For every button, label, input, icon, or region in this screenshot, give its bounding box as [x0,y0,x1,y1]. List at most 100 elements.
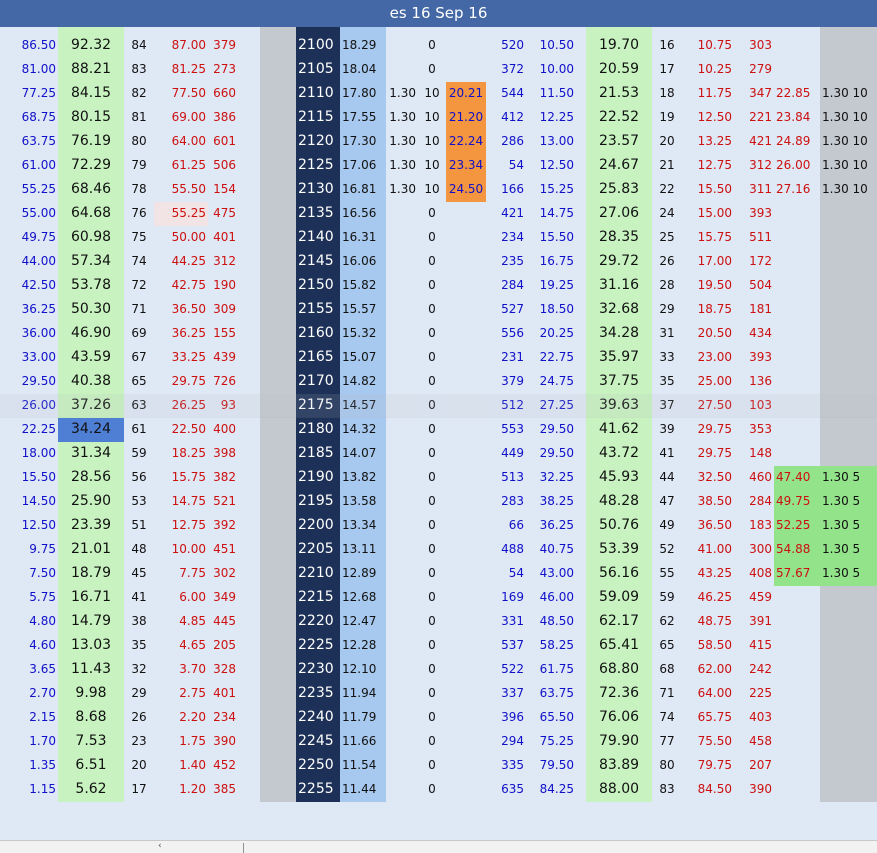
call-bid-cell[interactable]: 58.25 [526,634,576,658]
alert-cell[interactable] [446,730,486,754]
table-row[interactable]: 14.50 25.90 53 14.75 521 2195 13.58 0 283 38.25 48… [0,490,877,514]
call-ask-size-cell[interactable]: 421 [734,130,774,154]
call-theo-cell[interactable]: 59.09 [586,586,652,610]
call-theo-cell[interactable]: 34.28 [586,322,652,346]
put-size-cell[interactable]: 349 [208,586,238,610]
call-theo-cell[interactable]: 19.70 [586,34,652,58]
side-info-cell[interactable]: 1.30 10 [820,82,877,106]
call-theo-cell[interactable]: 72.36 [586,682,652,706]
call-size-cell[interactable]: 379 [486,370,526,394]
table-row[interactable]: 63.75 76.19 80 64.00 601 2120 17.30 1.30 10 22.24… [0,130,877,154]
call-ask-size-cell[interactable]: 311 [734,178,774,202]
put-theo-cell[interactable]: 11.43 [58,658,124,682]
put-theo-cell[interactable]: 31.34 [58,442,124,466]
alert-cell[interactable]: 24.50 [446,178,486,202]
put-theo-cell[interactable]: 6.51 [58,754,124,778]
call-delta-cell[interactable]: 65 [652,634,682,658]
alert-cell[interactable] [446,370,486,394]
put-delta-cell[interactable]: 20 [124,754,154,778]
call-bid-cell[interactable]: 29.50 [526,442,576,466]
put-size-cell[interactable]: 379 [208,34,238,58]
alert-cell[interactable] [446,778,486,802]
call-size-cell[interactable]: 54 [486,562,526,586]
strike-cell[interactable]: 2190 [296,466,340,490]
put-delta-cell[interactable]: 41 [124,586,154,610]
put-delta-cell[interactable]: 29 [124,682,154,706]
put-bid-cell[interactable]: 55.25 [0,178,58,202]
put-ask-cell[interactable]: 14.75 [154,490,208,514]
put-size-cell[interactable]: 451 [208,538,238,562]
call-theo-cell[interactable]: 22.52 [586,106,652,130]
side-price-cell[interactable] [774,418,820,442]
call-delta-cell[interactable]: 74 [652,706,682,730]
put-size-cell[interactable]: 382 [208,466,238,490]
side-price-cell[interactable] [774,346,820,370]
put-ask-cell[interactable]: 18.25 [154,442,208,466]
strike-cell[interactable]: 2155 [296,298,340,322]
vol-cell[interactable] [386,610,418,634]
call-ask-cell[interactable]: 29.75 [682,442,734,466]
vol-cell[interactable] [386,370,418,394]
put-delta-cell[interactable]: 74 [124,250,154,274]
table-row[interactable]: 4.60 13.03 35 4.65 205 2225 12.28 0 537 58.25 65.4… [0,634,877,658]
vol-cell[interactable]: 1.30 [386,154,418,178]
vol-cell[interactable] [386,250,418,274]
put-size-cell[interactable]: 400 [208,418,238,442]
call-ask-size-cell[interactable]: 403 [734,706,774,730]
call-bid-cell[interactable]: 12.25 [526,106,576,130]
side-price-cell[interactable] [774,730,820,754]
vol-cell[interactable] [386,658,418,682]
qty-cell[interactable]: 0 [418,466,446,490]
side-price-cell[interactable] [774,202,820,226]
call-theo-cell[interactable]: 65.41 [586,634,652,658]
iv-cell[interactable]: 13.82 [340,466,386,490]
put-delta-cell[interactable]: 17 [124,778,154,802]
put-bid-cell[interactable]: 77.25 [0,82,58,106]
call-bid-cell[interactable]: 29.50 [526,418,576,442]
call-delta-cell[interactable]: 33 [652,346,682,370]
alert-cell[interactable] [446,610,486,634]
put-size-cell[interactable]: 302 [208,562,238,586]
side-price-cell[interactable] [774,634,820,658]
side-info-cell[interactable] [820,610,877,634]
alert-cell[interactable] [446,250,486,274]
put-bid-cell[interactable]: 86.50 [0,34,58,58]
call-ask-size-cell[interactable]: 279 [734,58,774,82]
put-ask-cell[interactable]: 61.25 [154,154,208,178]
put-size-cell[interactable]: 309 [208,298,238,322]
qty-cell[interactable]: 0 [418,490,446,514]
put-delta-cell[interactable]: 32 [124,658,154,682]
call-theo-cell[interactable]: 79.90 [586,730,652,754]
call-ask-cell[interactable]: 58.50 [682,634,734,658]
put-size-cell[interactable]: 475 [208,202,238,226]
put-bid-cell[interactable]: 61.00 [0,154,58,178]
put-ask-cell[interactable]: 15.75 [154,466,208,490]
iv-cell[interactable]: 15.82 [340,274,386,298]
vol-cell[interactable] [386,394,418,418]
qty-cell[interactable]: 0 [418,682,446,706]
put-bid-cell[interactable]: 2.70 [0,682,58,706]
qty-cell[interactable]: 10 [418,130,446,154]
put-size-cell[interactable]: 390 [208,730,238,754]
strike-cell[interactable]: 2105 [296,58,340,82]
side-info-cell[interactable] [820,34,877,58]
put-ask-cell[interactable]: 12.75 [154,514,208,538]
call-ask-cell[interactable]: 38.50 [682,490,734,514]
call-delta-cell[interactable]: 55 [652,562,682,586]
call-ask-cell[interactable]: 23.00 [682,346,734,370]
put-size-cell[interactable]: 392 [208,514,238,538]
side-info-cell[interactable] [820,730,877,754]
strike-cell[interactable]: 2240 [296,706,340,730]
strike-cell[interactable]: 2110 [296,82,340,106]
call-ask-cell[interactable]: 12.75 [682,154,734,178]
alert-cell[interactable] [446,202,486,226]
put-ask-cell[interactable]: 50.00 [154,226,208,250]
put-size-cell[interactable]: 401 [208,682,238,706]
side-info-cell[interactable] [820,322,877,346]
strike-cell[interactable]: 2180 [296,418,340,442]
table-row[interactable]: 18.00 31.34 59 18.25 398 2185 14.07 0 449 29.50 43… [0,442,877,466]
call-ask-size-cell[interactable]: 172 [734,250,774,274]
call-ask-size-cell[interactable]: 511 [734,226,774,250]
iv-cell[interactable]: 16.31 [340,226,386,250]
put-delta-cell[interactable]: 72 [124,274,154,298]
